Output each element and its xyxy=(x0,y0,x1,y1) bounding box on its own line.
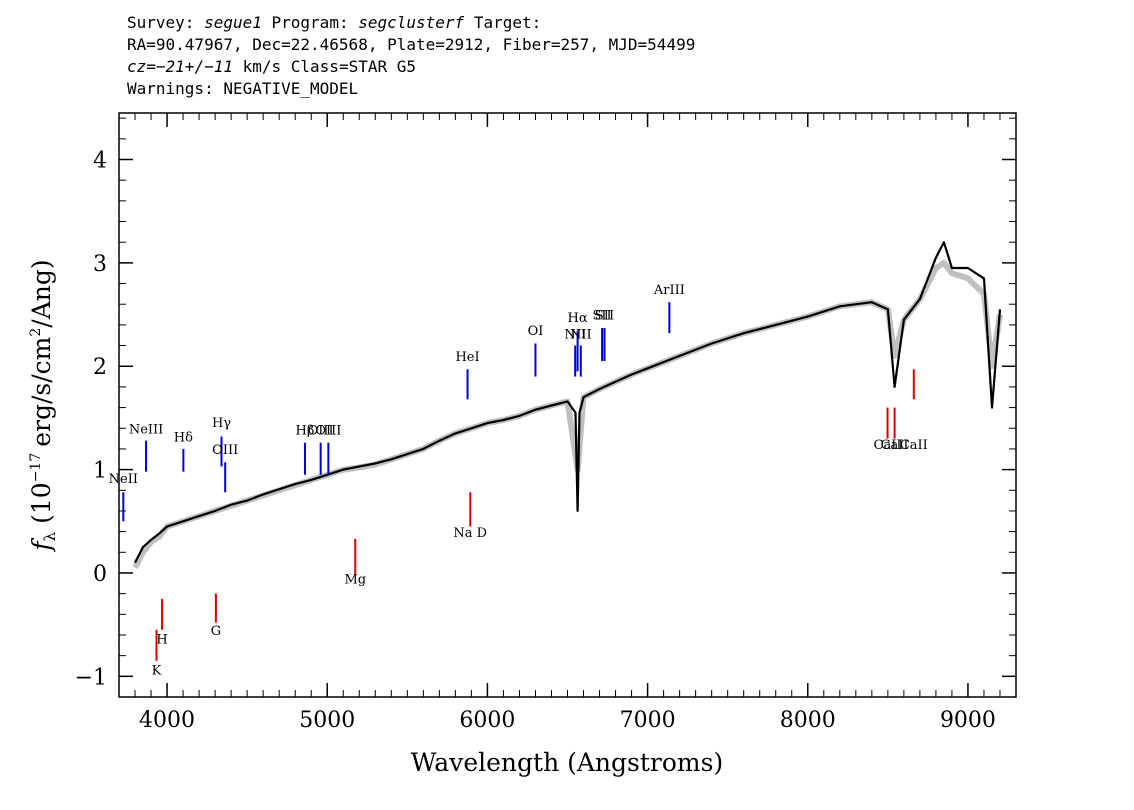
line-marker-label: Hα xyxy=(568,311,588,326)
line-marker-label: OI xyxy=(528,324,544,339)
data-layer xyxy=(132,241,1003,570)
y-tick-label: 1 xyxy=(93,459,107,484)
line-marker-label: CaII xyxy=(900,438,928,453)
x-tick-label: 5000 xyxy=(299,708,355,733)
x-tick-label: 8000 xyxy=(780,708,836,733)
flux-spectrum-line xyxy=(132,259,1003,570)
header-line-1: Survey: segue1 Program: segclusterf Targ… xyxy=(127,12,695,34)
line-marker-label: NII xyxy=(564,327,586,342)
y-axis-units-exponent-2: 2 xyxy=(28,328,44,337)
program-label: Program: xyxy=(271,13,349,32)
x-tick-label: 7000 xyxy=(620,708,676,733)
header-line-3: cz=−21+/−11 km/s Class=STAR G5 xyxy=(127,56,695,78)
line-marker-label: NeII xyxy=(109,472,138,487)
axis-tick-layer: 4000 5000 6000 7000 8000 9000 −1 0 1 2 3 4 xyxy=(75,113,1017,733)
line-marker-label: OIII xyxy=(315,423,341,438)
y-axis-units-exponent: −17 xyxy=(28,453,44,483)
y-axis-symbol: f xyxy=(27,538,56,553)
line-marker-label: CaII xyxy=(881,438,909,453)
line-marker-label: SII xyxy=(593,309,612,324)
x-tick-label: 6000 xyxy=(459,708,515,733)
cz-class: km/s Class=STAR G5 xyxy=(242,57,416,76)
line-marker-label: CaII xyxy=(874,438,902,453)
cz-label: cz= xyxy=(127,57,156,76)
y-axis-units-mid: erg/s/cm xyxy=(27,336,56,446)
y-tick-label: 0 xyxy=(93,562,107,587)
y-tick-label: 3 xyxy=(93,252,107,277)
y-axis-units-suffix: /Ang) xyxy=(27,259,56,327)
line-marker-label: Na D xyxy=(453,526,487,541)
y-axis-title: fλ (10−17 erg/s/cm2/Ang) xyxy=(27,259,59,552)
x-axis-title: Wavelength (Angstroms) xyxy=(411,748,723,777)
line-marker-label: Mg xyxy=(344,572,366,587)
y-tick-label: 4 xyxy=(93,149,107,174)
y-tick-label: −1 xyxy=(75,665,107,690)
x-tick-label: 9000 xyxy=(940,708,996,733)
cz-value: −21+/−11 xyxy=(155,57,233,76)
survey-label: Survey: xyxy=(127,13,195,32)
line-marker-label: OIII xyxy=(308,423,334,438)
line-marker-label: HeI xyxy=(455,350,479,365)
line-marker-label: Hδ xyxy=(174,431,193,446)
y-axis-symbol-sub: λ xyxy=(41,531,59,541)
survey-value: segue1 xyxy=(204,13,262,32)
x-tick-label: 4000 xyxy=(139,708,195,733)
program-value: segclusterf xyxy=(358,13,465,32)
line-marker-label: SII xyxy=(595,309,614,324)
line-marker-label: ArIII xyxy=(653,283,685,298)
line-marker-label: G xyxy=(211,624,221,639)
line-marker-label: NeIII xyxy=(129,422,163,437)
line-marker-label: K xyxy=(152,663,162,678)
y-axis-units-prefix: (10 xyxy=(27,482,56,524)
line-marker-label: H xyxy=(156,632,167,647)
line-marker-label: OIII xyxy=(212,443,238,458)
line-marker-label: NII xyxy=(570,327,592,342)
line-marker-label: Hβ xyxy=(296,423,315,438)
spectrum-header: Survey: segue1 Program: segclusterf Targ… xyxy=(127,12,695,100)
line-marker-label: Hγ xyxy=(212,416,231,431)
y-tick-label: 2 xyxy=(93,355,107,380)
header-line-4: Warnings: NEGATIVE_MODEL xyxy=(127,79,359,98)
header-line-2: RA=90.47967, Dec=22.46568, Plate=2912, F… xyxy=(127,35,696,54)
target-label: Target: xyxy=(473,13,542,32)
model-spectrum-line xyxy=(134,241,1002,564)
